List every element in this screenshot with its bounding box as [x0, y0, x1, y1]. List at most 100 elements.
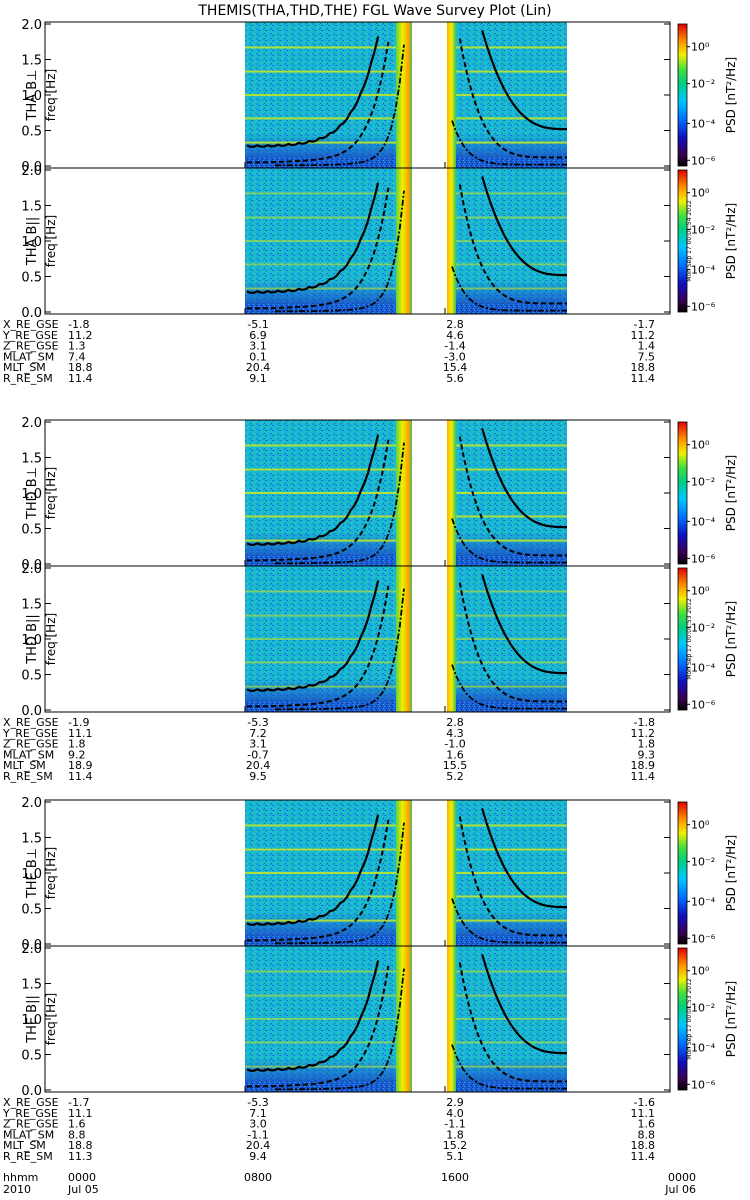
- ephemeris-value: 9.1: [249, 372, 267, 385]
- ephemeris-label: MLT_SM: [3, 759, 46, 772]
- low-frequency-band: [447, 1081, 567, 1092]
- y-tick-label: 0.0: [21, 1084, 42, 1099]
- colorbar-tick-label: 10⁻²: [691, 1002, 715, 1015]
- y-tick-label: 2.0: [21, 416, 42, 431]
- ephemeris-value: -1.1: [247, 1128, 268, 1141]
- y-tick-label: 0.0: [21, 160, 42, 175]
- frequency-curve: [246, 814, 380, 926]
- low-frequency-band: [447, 157, 567, 168]
- ephemeris-label: MLAT_SM: [3, 748, 54, 761]
- ephemeris-label: R_RE_SM: [3, 770, 53, 783]
- colorbar-tick-label: 10⁻⁴: [691, 117, 716, 130]
- frequency-curve: [481, 574, 567, 675]
- y-tick-label: 1.5: [21, 832, 42, 847]
- ephemeris-label: MLAT_SM: [3, 1128, 54, 1141]
- harmonic-line: [245, 848, 412, 851]
- ephemeris-value: 8.8: [638, 1128, 656, 1141]
- ephemeris-value: -5.3: [247, 1096, 268, 1109]
- ephemeris-value: 11.2: [631, 727, 656, 740]
- harmonic-line: [245, 539, 412, 542]
- footer-value: Jul 05: [67, 1183, 99, 1196]
- panel-yunit: freq [Hz]: [44, 613, 58, 665]
- harmonic-line: [447, 895, 567, 898]
- ephemeris-value: 11.4: [68, 372, 93, 385]
- harmonic-line: [245, 1041, 412, 1044]
- ephemeris-value: -1.1: [444, 1118, 465, 1131]
- low-frequency-band: [447, 303, 567, 314]
- dispersion-spike: [396, 566, 412, 712]
- colorbar-tick-label: 10⁻⁶: [691, 1078, 716, 1091]
- frequency-curve: [458, 38, 567, 159]
- harmonic-line: [245, 590, 412, 593]
- panel-ylabel: THE B⊥: [25, 848, 40, 899]
- colorbar-tick-label: 10⁻⁶: [691, 154, 716, 167]
- generation-stamp: Mon Sep 17 00:01:53 2012: [686, 978, 693, 1060]
- harmonic-line: [447, 444, 567, 447]
- panel-ylabel: THA B⊥: [25, 70, 40, 122]
- harmonic-line: [245, 240, 412, 242]
- harmonic-line: [245, 287, 412, 290]
- ephemeris-value: -1.0: [444, 738, 465, 751]
- colorbar-gradient: [677, 801, 688, 945]
- colorbar-label: PSD [nT²/Hz]: [724, 57, 738, 133]
- colorbar-label: PSD [nT²/Hz]: [724, 455, 738, 531]
- ephemeris-value: 4.3: [446, 727, 464, 740]
- harmonic-line: [245, 117, 412, 120]
- harmonic-line: [447, 515, 567, 518]
- y-tick-label: 0.5: [21, 669, 42, 684]
- generation-stamp: Mon Sep 17 00:01:54 2012: [686, 200, 693, 282]
- ephemeris-value: 20.4: [246, 361, 271, 374]
- frequency-curve: [275, 588, 405, 711]
- y-tick-label: 1.0: [21, 487, 42, 502]
- dispersion-spike: [447, 168, 456, 314]
- ephemeris-value: 20.4: [246, 759, 271, 772]
- frequency-curve: [246, 434, 380, 546]
- ephemeris-label: Z_RE_GSE: [3, 738, 59, 751]
- colorbar: 10⁰ 10⁻² 10⁻⁴ 10⁻⁶ PSD [nT²/Hz] Mon Sep 17 00…: [677, 567, 738, 711]
- harmonic-line: [447, 919, 567, 922]
- colorbar-tick-label: 10⁻⁶: [691, 300, 716, 313]
- frequency-curve: [451, 266, 567, 312]
- colorbar-tick-label: 10⁻²: [691, 224, 715, 237]
- harmonic-line: [447, 661, 567, 664]
- ephemeris-value: 11.4: [631, 770, 656, 783]
- frequency-curve: [247, 819, 390, 942]
- y-tick-label: 0.0: [21, 704, 42, 719]
- ephemeris-value: 5.6: [446, 372, 464, 385]
- ephemeris-value: -3.0: [444, 350, 465, 363]
- y-tick-label: 1.5: [21, 200, 42, 215]
- colorbar-gradient: [677, 421, 688, 565]
- frequency-curve: [481, 176, 567, 277]
- harmonic-line: [447, 685, 567, 688]
- y-tick-label: 1.5: [21, 598, 42, 613]
- low-frequency-band: [447, 935, 567, 946]
- time-axis-footer: hhmm 0000 0800 1600 0000 2010 Jul 05 Jul 06: [3, 1171, 696, 1196]
- low-frequency-band: [447, 555, 567, 566]
- panel-yunit: freq [Hz]: [44, 993, 58, 1045]
- ephemeris-value: 7.1: [249, 1107, 267, 1120]
- harmonic-line: [245, 970, 412, 973]
- colorbar-tick-label: 10⁻⁴: [691, 263, 716, 276]
- y-tick-label: 0.5: [21, 903, 42, 918]
- harmonic-line: [245, 1018, 412, 1020]
- ephemeris-value: 15.2: [443, 1139, 468, 1152]
- harmonic-line: [245, 614, 412, 617]
- harmonic-line: [245, 872, 412, 874]
- y-tick-label: 0.5: [21, 1049, 42, 1064]
- harmonic-line: [447, 1041, 567, 1044]
- dispersion-spike: [447, 800, 456, 946]
- colorbar-tick-label: 10⁻⁴: [691, 1041, 716, 1054]
- colorbar-label: PSD [nT²/Hz]: [724, 601, 738, 677]
- y-tick-label: 2.0: [21, 942, 42, 957]
- dispersion-spike: [396, 800, 412, 946]
- harmonic-line: [447, 539, 567, 542]
- ephemeris-value: 11.2: [68, 329, 93, 342]
- harmonic-line: [245, 824, 412, 827]
- ephemeris-table: X_RE_GSE -1.7 -5.3 2.9 -1.6 Y_RE_GSE 11.1 7.1 4.…: [2, 1096, 655, 1163]
- frequency-curve: [481, 808, 567, 909]
- footer-value: 0000: [668, 1171, 696, 1184]
- harmonic-line: [245, 515, 412, 518]
